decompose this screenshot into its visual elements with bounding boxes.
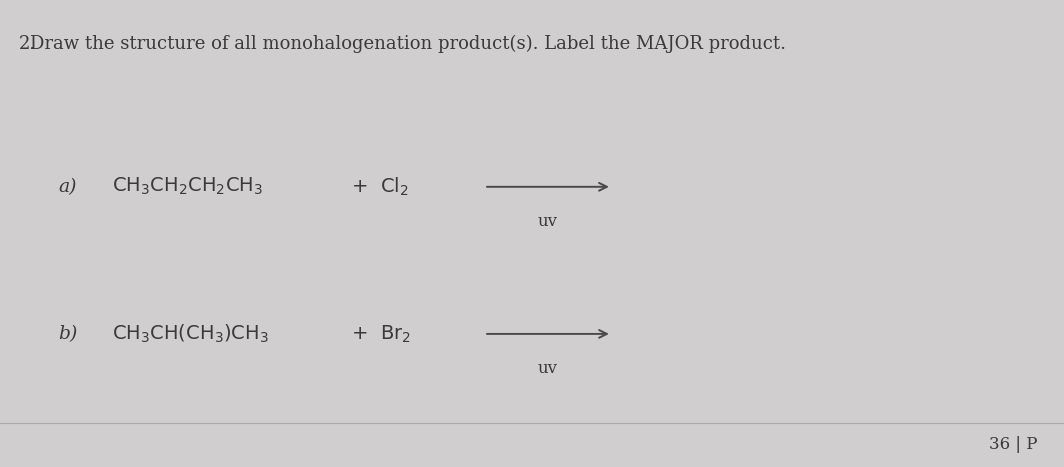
Text: $\mathregular{CH_3CH(CH_3)CH_3}$: $\mathregular{CH_3CH(CH_3)CH_3}$ (112, 323, 268, 345)
Text: $\mathregular{CH_3CH_2CH_2CH_3}$: $\mathregular{CH_3CH_2CH_2CH_3}$ (112, 176, 263, 198)
Text: $\mathregular{+\ \ Cl_2}$: $\mathregular{+\ \ Cl_2}$ (351, 176, 409, 198)
Text: 36 | P: 36 | P (988, 436, 1037, 453)
Text: uv: uv (538, 361, 558, 377)
Text: $\mathregular{+\ \ Br_2}$: $\mathregular{+\ \ Br_2}$ (351, 323, 411, 345)
Text: uv: uv (538, 213, 558, 230)
Text: Draw the structure of all monohalogenation product(s). Label the MAJOR product.: Draw the structure of all monohalogenati… (30, 35, 786, 53)
Text: a): a) (59, 178, 77, 196)
Text: b): b) (59, 325, 78, 343)
Text: 2.: 2. (19, 35, 36, 53)
